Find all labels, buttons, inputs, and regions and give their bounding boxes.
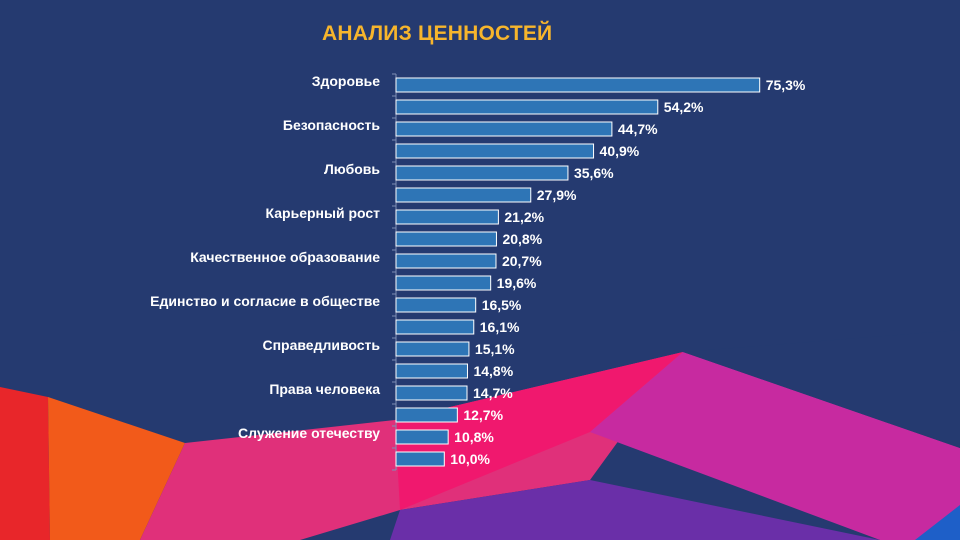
category-label: Безопасность bbox=[283, 117, 381, 133]
bar bbox=[395, 451, 445, 467]
bar bbox=[395, 363, 468, 379]
bar bbox=[395, 297, 477, 313]
polygon-magenta bbox=[590, 352, 960, 540]
data-label: 15,1% bbox=[475, 341, 515, 357]
bar bbox=[395, 407, 458, 423]
data-label: 35,6% bbox=[574, 165, 614, 181]
data-label: 16,5% bbox=[482, 297, 522, 313]
category-label: Единство и согласие в обществе bbox=[150, 293, 380, 309]
data-label: 20,8% bbox=[502, 231, 542, 247]
data-label: 14,7% bbox=[473, 385, 513, 401]
data-label: 19,6% bbox=[497, 275, 537, 291]
chart-title: АНАЛИЗ ЦЕННОСТЕЙ bbox=[322, 22, 553, 45]
data-label: 40,9% bbox=[600, 143, 640, 159]
category-label: Здоровье bbox=[312, 73, 381, 89]
polygon-hot-pink bbox=[395, 352, 683, 510]
bar bbox=[395, 77, 761, 93]
data-label: 21,2% bbox=[504, 209, 544, 225]
category-label: Справедливость bbox=[262, 337, 380, 353]
category-label: Права человека bbox=[269, 381, 380, 397]
data-label: 16,1% bbox=[480, 319, 520, 335]
bar bbox=[395, 253, 497, 269]
bar bbox=[395, 275, 492, 291]
data-label: 10,8% bbox=[454, 429, 494, 445]
bar bbox=[395, 231, 497, 247]
data-label: 44,7% bbox=[618, 121, 658, 137]
data-label: 20,7% bbox=[502, 253, 542, 269]
polygon-red bbox=[0, 387, 50, 540]
bar bbox=[395, 429, 449, 445]
bar bbox=[395, 143, 595, 159]
bar bbox=[395, 341, 470, 357]
polygon-orange bbox=[48, 397, 185, 540]
bar bbox=[395, 187, 532, 203]
bar bbox=[395, 121, 613, 137]
data-label: 14,8% bbox=[473, 363, 513, 379]
bar bbox=[395, 165, 569, 181]
data-label: 54,2% bbox=[664, 99, 704, 115]
category-label: Любовь bbox=[324, 161, 380, 177]
category-label: Качественное образование bbox=[190, 249, 380, 265]
data-label: 10,0% bbox=[450, 451, 490, 467]
polygon-purple bbox=[390, 480, 880, 540]
bar bbox=[395, 209, 499, 225]
category-label: Карьерный рост bbox=[266, 205, 381, 221]
polygon-blue bbox=[915, 505, 960, 540]
polygon-violet bbox=[683, 330, 960, 448]
category-label: Служение отечеству bbox=[238, 425, 380, 441]
data-label: 12,7% bbox=[463, 407, 503, 423]
data-label: 27,9% bbox=[537, 187, 577, 203]
bar bbox=[395, 385, 468, 401]
bar bbox=[395, 99, 659, 115]
data-label: 75,3% bbox=[766, 77, 806, 93]
bar bbox=[395, 319, 475, 335]
